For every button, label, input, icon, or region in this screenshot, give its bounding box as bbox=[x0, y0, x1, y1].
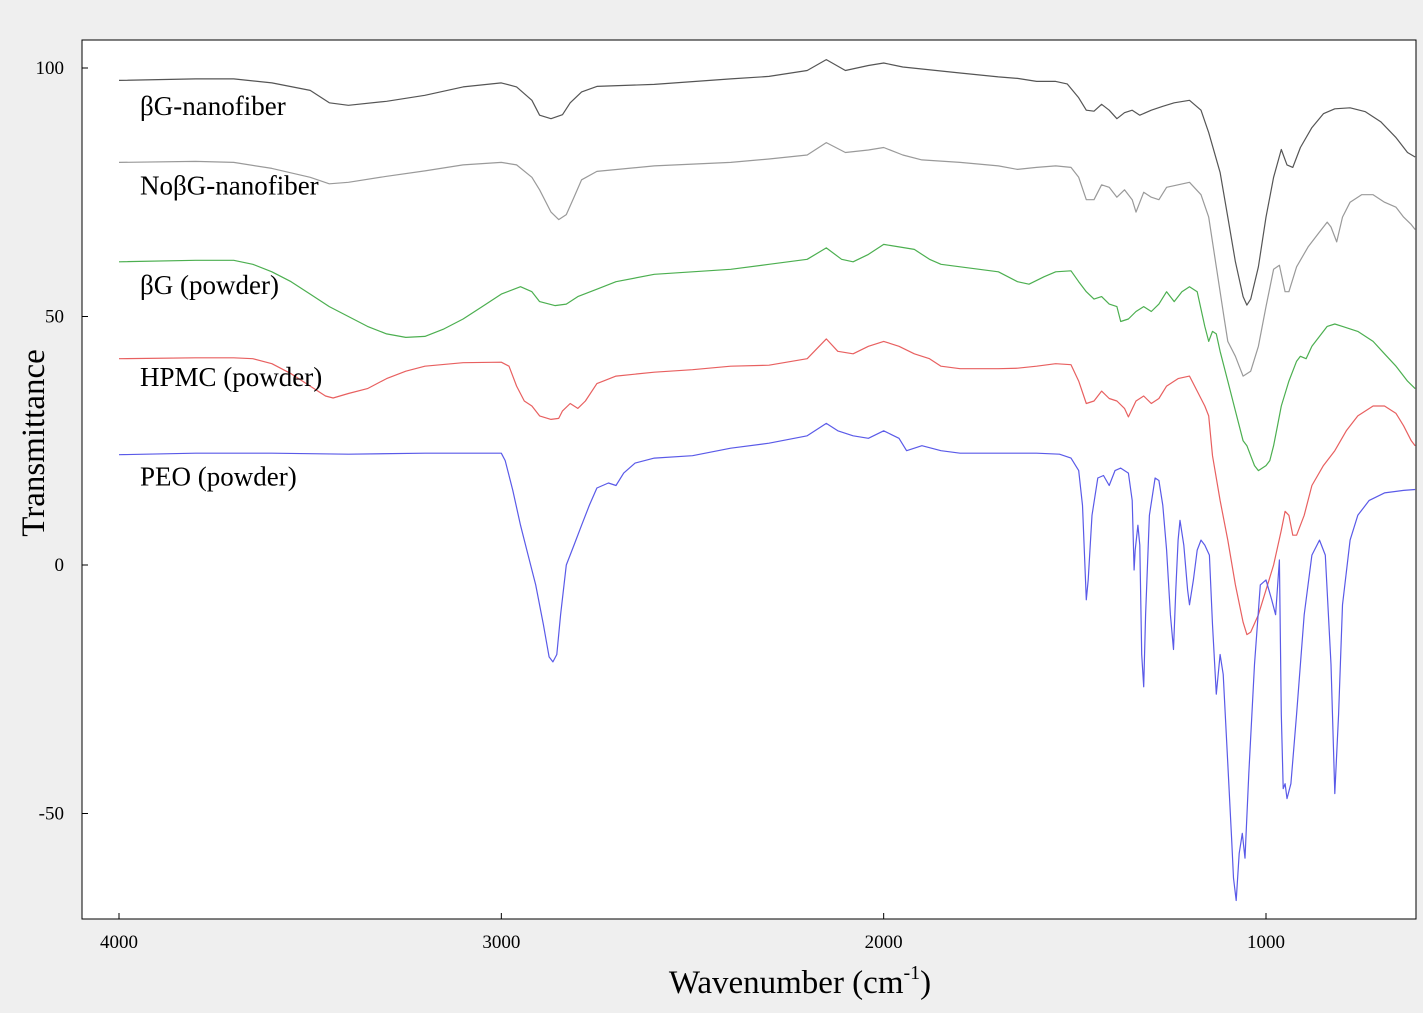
series-label-4: PEO (powder) bbox=[140, 462, 297, 492]
series-line-2 bbox=[118, 243, 1416, 472]
series-line-1 bbox=[118, 142, 1416, 377]
y-tick-label: -50 bbox=[39, 804, 64, 825]
y-tick-label: 50 bbox=[45, 307, 64, 328]
y-tick-label: 0 bbox=[55, 555, 65, 576]
x-axis-ticks: 4000 3000 2000 1000 bbox=[100, 913, 1285, 953]
series-label-1: NoβG-nanofiber bbox=[140, 171, 319, 201]
series-label-3: HPMC (powder) bbox=[140, 362, 322, 392]
y-axis-ticks: 100 50 0 -50 bbox=[36, 58, 88, 825]
x-axis-title-superscript: -1 bbox=[904, 962, 921, 984]
x-axis-title: Wavenumber (cm-1) bbox=[669, 962, 931, 1001]
y-axis-title: Transmittance bbox=[16, 349, 52, 537]
x-tick-label: 4000 bbox=[100, 932, 138, 953]
series-layer bbox=[118, 59, 1416, 902]
series-label-0: βG-nanofiber bbox=[140, 91, 286, 121]
series-line-0 bbox=[118, 59, 1416, 306]
y-tick-label: 100 bbox=[36, 58, 65, 79]
series-line-4 bbox=[118, 422, 1416, 902]
series-line-3 bbox=[118, 338, 1416, 636]
x-tick-label: 1000 bbox=[1247, 932, 1285, 953]
series-labels: βG-nanofiber NoβG-nanofiber βG (powder) HPM… bbox=[140, 91, 322, 491]
x-tick-label: 3000 bbox=[482, 932, 520, 953]
x-axis-title-text: Wavenumber (cm bbox=[669, 965, 904, 1001]
series-label-2: βG (powder) bbox=[140, 270, 279, 300]
x-axis-title-close: ) bbox=[920, 965, 931, 1001]
x-tick-label: 2000 bbox=[865, 932, 903, 953]
